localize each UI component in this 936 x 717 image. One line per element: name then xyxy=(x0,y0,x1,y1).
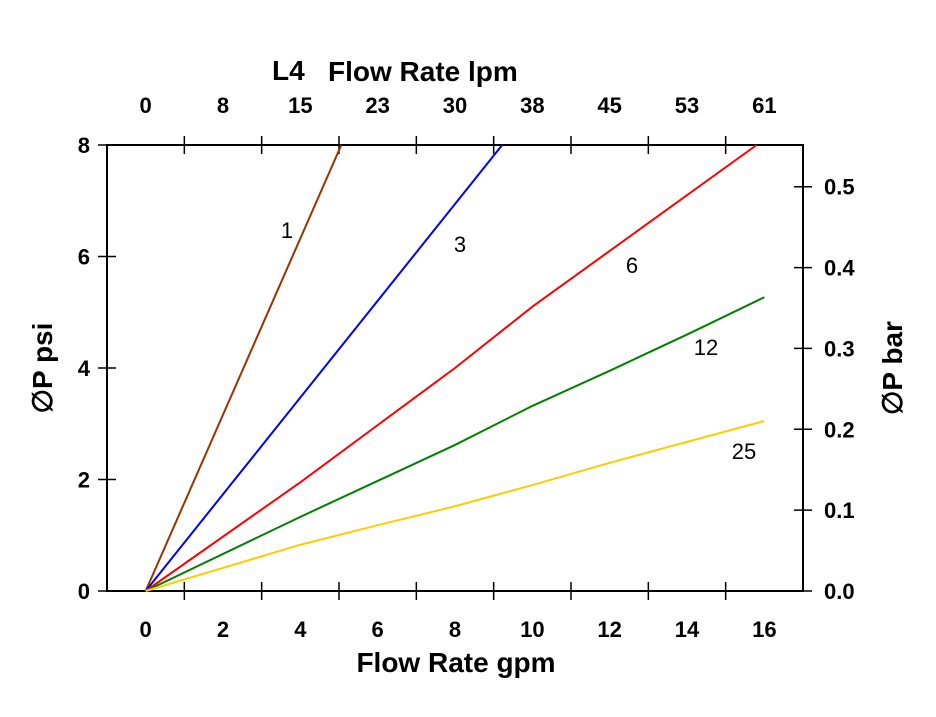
x2-tick-label: 0 xyxy=(140,93,152,118)
series-label-3: 3 xyxy=(454,232,466,257)
x-tick-label: 4 xyxy=(294,617,307,642)
y-axis-label: ∅P psi xyxy=(27,323,58,414)
x-tick-label: 0 xyxy=(140,617,152,642)
series-label-6: 6 xyxy=(626,253,638,278)
axis-ticks: 0 2 4 6 8 10 12 14 160 8 15 23 30 38 45 53 61024680.00.1… xyxy=(78,93,856,642)
y2-tick-label: 0.3 xyxy=(824,336,855,361)
series-line-3 xyxy=(144,144,503,592)
y-tick-label: 8 xyxy=(78,133,90,158)
series-label-1: 1 xyxy=(281,218,293,243)
x-tick-label: 6 xyxy=(372,617,384,642)
series-line-25 xyxy=(145,419,765,592)
y2-tick-label: 0.1 xyxy=(824,498,855,523)
x-axis-label: Flow Rate gpm xyxy=(356,647,555,678)
series-lines: 1 3 6 12 25 xyxy=(144,144,765,592)
series-line-1 xyxy=(144,144,343,592)
y-tick-label: 2 xyxy=(78,468,90,493)
right-axis-label: ∅P bar xyxy=(877,321,908,415)
x2-tick-label: 45 xyxy=(597,93,621,118)
x2-tick-label: 23 xyxy=(365,93,389,118)
x2-tick-label: 53 xyxy=(675,93,699,118)
x2-tick-label: 15 xyxy=(288,93,312,118)
chart-title: L4 xyxy=(272,55,305,86)
y2-tick-label: 0.5 xyxy=(824,175,855,200)
y2-tick-label: 0.4 xyxy=(824,256,855,281)
x-tick-label: 8 xyxy=(449,617,461,642)
x-tick-label: 2 xyxy=(217,617,229,642)
x2-tick-label: 38 xyxy=(520,93,544,118)
series-line-12 xyxy=(145,296,765,592)
series-label-12: 12 xyxy=(694,335,718,360)
series-label-25: 25 xyxy=(732,439,756,464)
x2-tick-label: 30 xyxy=(443,93,467,118)
x-tick-label: 14 xyxy=(675,617,700,642)
x-tick-label: 16 xyxy=(752,617,776,642)
y2-tick-label: 0.0 xyxy=(824,579,855,604)
x-tick-label: 12 xyxy=(597,617,621,642)
y-tick-label: 0 xyxy=(78,579,90,604)
x-tick-label: 10 xyxy=(520,617,544,642)
y-tick-label: 6 xyxy=(78,245,90,270)
series-line-6 xyxy=(145,144,758,592)
y2-tick-label: 0.2 xyxy=(824,417,855,442)
y-tick-label: 4 xyxy=(78,356,91,381)
top-axis-label: Flow Rate lpm xyxy=(328,56,518,87)
x2-tick-label: 61 xyxy=(752,93,776,118)
x2-tick-label: 8 xyxy=(217,93,229,118)
